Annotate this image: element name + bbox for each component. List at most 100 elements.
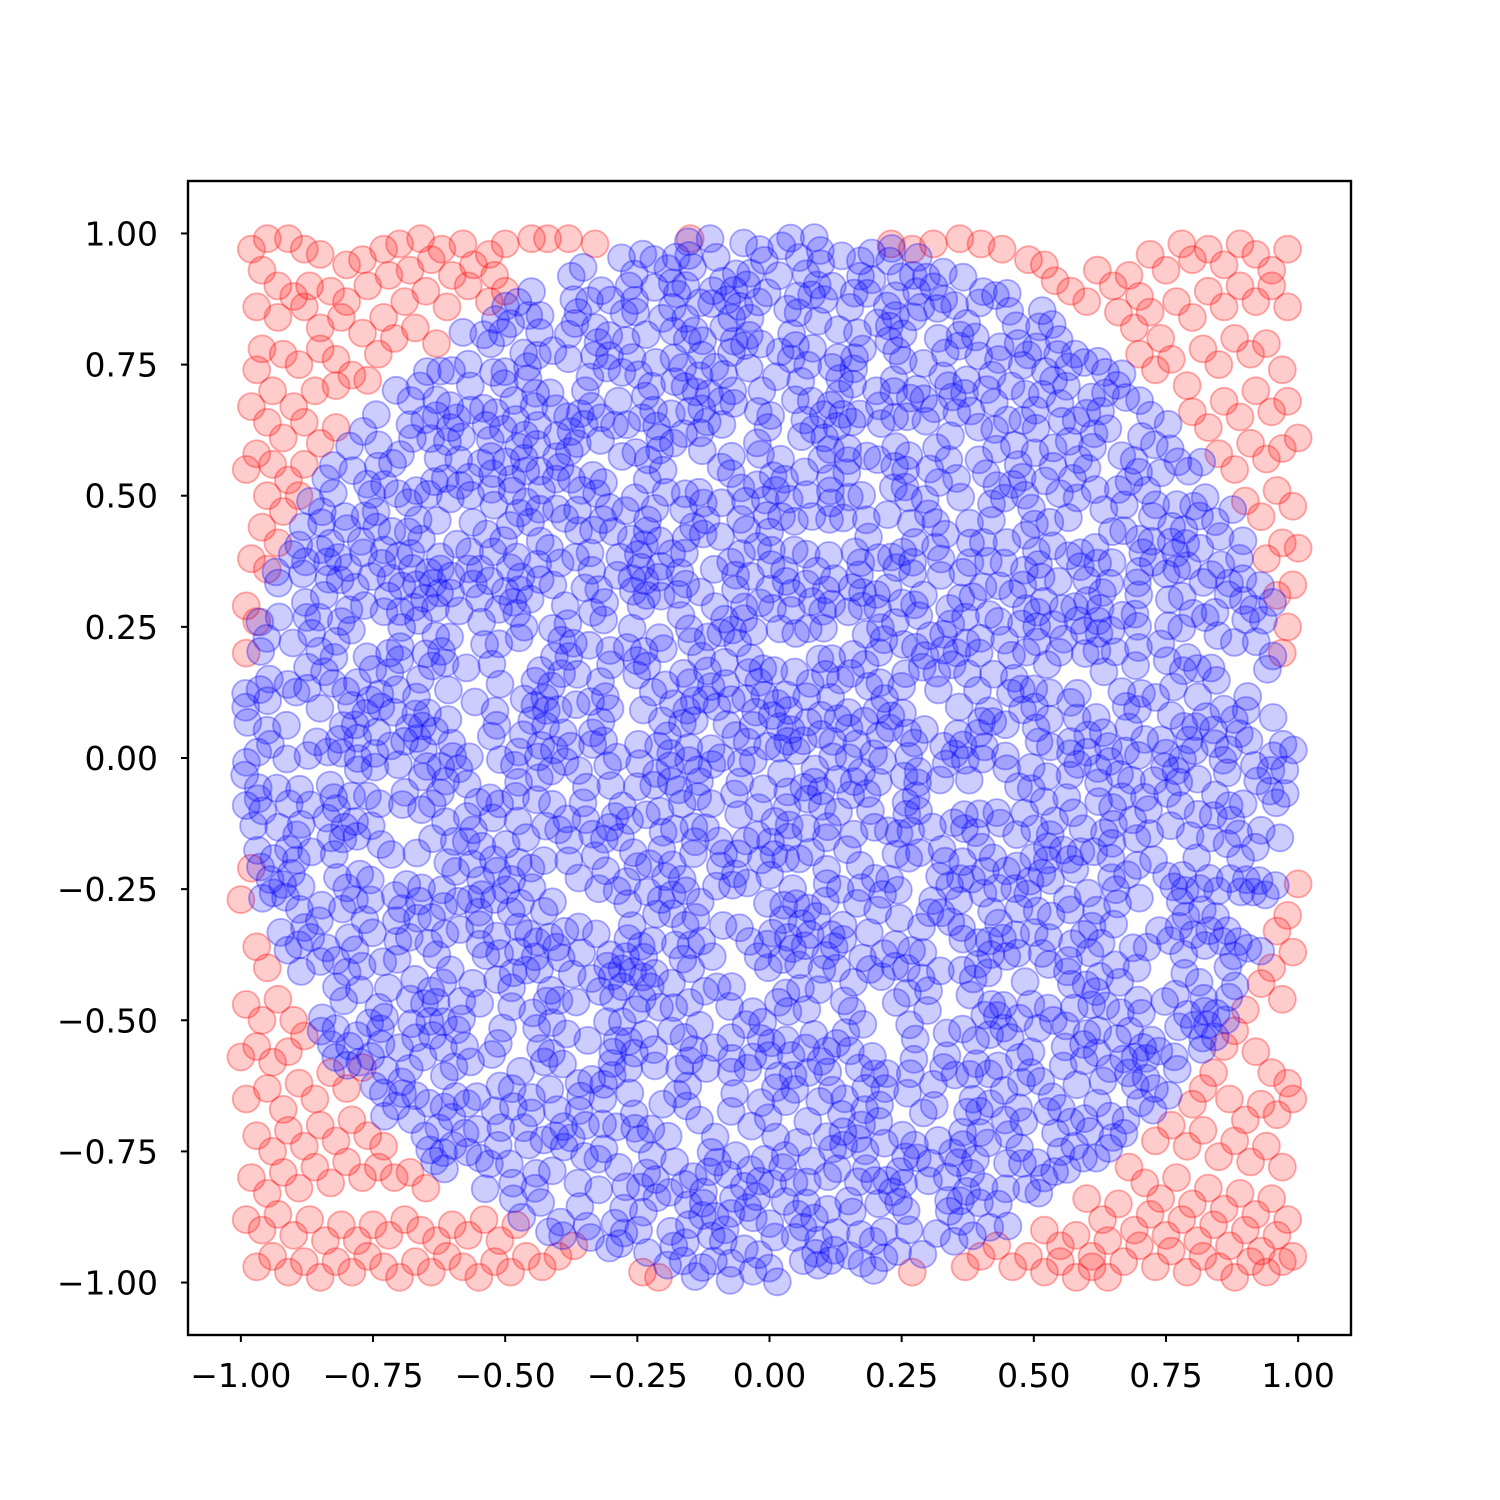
blue-point [1063,678,1092,708]
blue-point [1105,967,1135,997]
blue-point [894,843,924,873]
blue-point [952,628,981,658]
blue-point [526,1188,556,1217]
blue-point [904,601,934,631]
blue-point [1258,588,1287,617]
red-point [1077,1252,1107,1282]
blue-point [1219,628,1249,657]
blue-point [945,320,975,350]
blue-point [684,477,714,507]
blue-point [858,1226,888,1256]
red-point [1278,570,1308,600]
blue-point [953,659,982,689]
blue-point [948,1130,978,1159]
red-point [1215,1231,1244,1261]
blue-point [1035,507,1065,537]
red-point [432,292,462,322]
blue-point [697,750,727,779]
blue-point [645,423,675,453]
red-point [517,224,546,254]
blue-point [663,580,693,609]
red-point [1225,402,1255,432]
red-point [1267,528,1297,558]
red-point [231,591,261,621]
blue-point [343,744,373,773]
blue-point [525,301,555,330]
blue-point [647,706,677,736]
blue-point [932,1018,962,1048]
red-point [242,607,272,636]
blue-point [1109,490,1139,520]
blue-point [680,316,709,346]
blue-point [1119,445,1149,475]
blue-point [688,1188,718,1218]
blue-point [1265,823,1295,853]
blue-point [1123,611,1152,641]
blue-point [1122,824,1152,853]
blue-point [1007,609,1036,639]
blue-point [366,692,396,722]
blue-point [1026,1066,1056,1096]
blue-point [812,1036,842,1066]
blue-point [939,1226,969,1256]
blue-point [964,928,993,957]
red-point [1183,1226,1213,1255]
blue-point [817,644,847,673]
blue-point [701,242,731,272]
blue-point [947,955,977,985]
blue-point [1020,692,1049,722]
blue-point [548,718,578,748]
blue-point [773,726,803,756]
blue-point [274,789,304,819]
blue-point [974,1059,1004,1089]
red-point [1109,1247,1139,1276]
blue-point [825,364,854,393]
blue-point [967,744,997,774]
blue-point [783,1128,813,1157]
blue-point [1100,637,1130,667]
blue-point [410,405,440,435]
blue-point [561,987,591,1017]
blue-point [596,650,625,680]
blue-point [745,588,775,618]
red-point [1093,1262,1123,1292]
blue-point [1132,475,1162,505]
blue-point [1077,382,1106,412]
red-point [242,1032,272,1061]
blue-point [988,991,1018,1020]
blue-point [752,278,782,308]
red-point [1172,1131,1202,1161]
blue-point [488,414,518,444]
red-point [236,392,266,422]
blue-point [637,1141,667,1171]
blue-point [332,1050,362,1080]
blue-point [721,1141,751,1170]
blue-point [376,731,406,761]
red-point [1246,502,1276,532]
blue-point [305,636,335,666]
blue-point [770,556,799,585]
blue-point [1073,720,1103,750]
blue-point [600,802,630,831]
blue-point [1088,578,1117,607]
blue-point [735,303,765,333]
blue-point [946,864,975,894]
blue-point [476,721,506,751]
blue-point [729,228,758,258]
blue-point [1017,493,1046,523]
red-point [321,1126,351,1156]
blue-point [982,798,1012,827]
blue-point [980,415,1010,444]
red-point [1273,1205,1302,1234]
red-point [1273,386,1302,416]
blue-point [942,398,972,428]
blue-point [931,519,960,549]
blue-point [915,621,945,651]
blue-point [1161,538,1191,568]
blue-point [921,508,951,537]
blue-point [837,573,867,602]
red-point [1257,953,1287,983]
red-point [1267,434,1297,463]
blue-point [973,958,1003,988]
blue-point [520,942,550,972]
